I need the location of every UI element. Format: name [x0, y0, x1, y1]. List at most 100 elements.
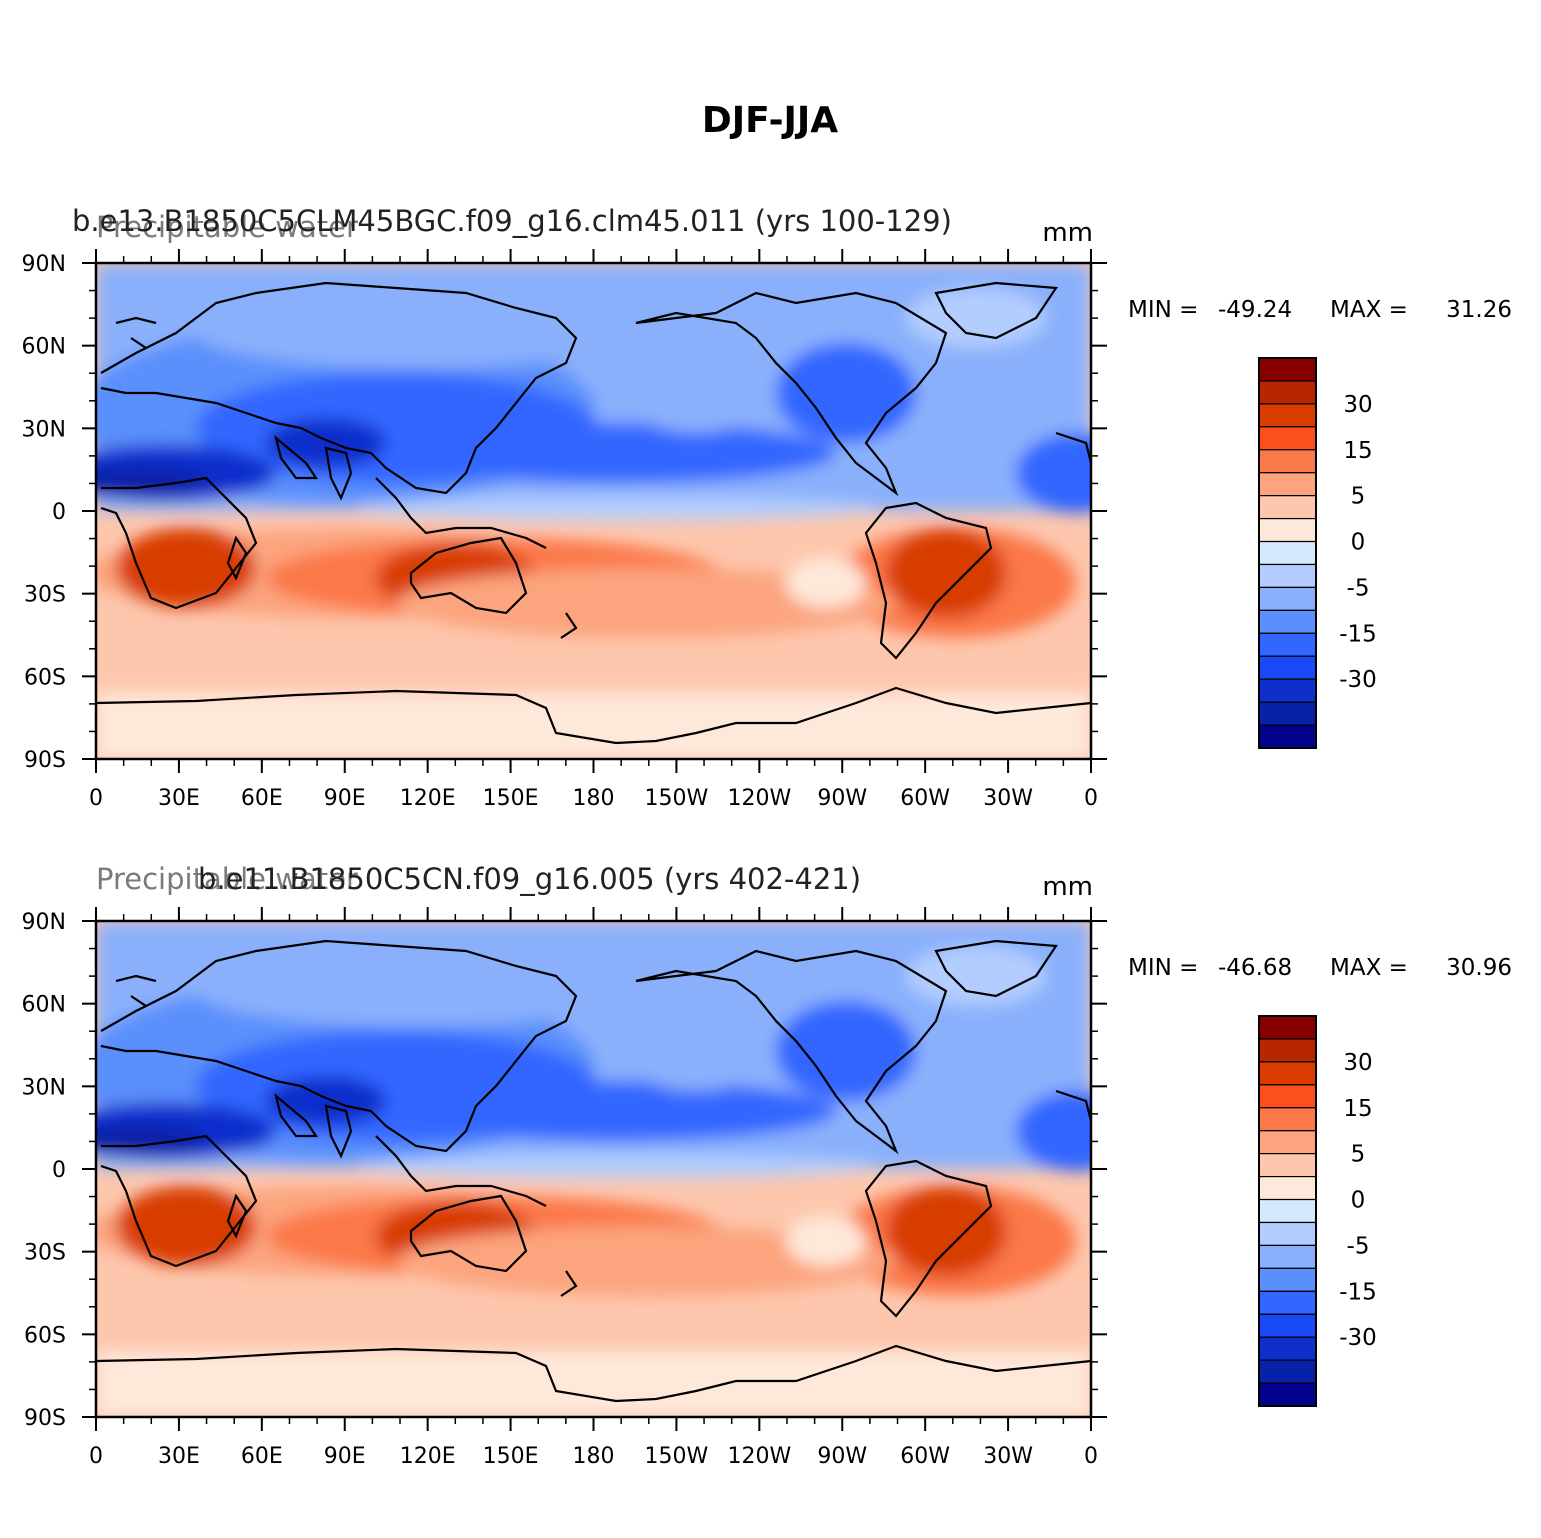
colorbar-label: -5 [1347, 575, 1370, 601]
x-tick-label: 30E [158, 786, 200, 811]
x-tick-label: 60W [900, 1444, 950, 1469]
panel-2-case-title: b.e11.B1850C5CN.f09_g16.005 (yrs 402-421… [198, 862, 861, 896]
x-tick-label: 120E [400, 786, 456, 811]
colorbar-swatch [1258, 678, 1317, 703]
colorbar-swatch [1258, 1290, 1317, 1315]
x-tick-label: 0 [1084, 1444, 1098, 1469]
colorbar-swatch [1258, 1313, 1317, 1338]
colorbar-label: 5 [1351, 1142, 1366, 1168]
colorbar-swatch [1258, 1336, 1317, 1361]
panel-2-max-value: 30.96 [1446, 955, 1512, 981]
x-tick-label: 150W [645, 786, 709, 811]
colorbar-swatch [1258, 1244, 1317, 1269]
panel-2-stats: MIN = -46.68 MAX = 30.96 [1128, 955, 1512, 981]
x-tick-label: 180 [573, 1444, 615, 1469]
panel-2-y-ticks: 90N 60N 30N 0 30S 60S 90S [22, 910, 1107, 1431]
colorbar-swatch [1258, 1107, 1317, 1132]
x-tick-label: 150W [645, 1444, 709, 1469]
colorbar-swatch [1258, 1198, 1317, 1224]
colorbar-swatch [1258, 1153, 1317, 1178]
panel-1-min-label: MIN = [1128, 297, 1198, 323]
colorbar-label: -30 [1339, 667, 1377, 693]
panel-1-y-ticks: 90N 60N 30N 0 30S 60S 90S [22, 252, 1107, 773]
y-tick-label: 90N [22, 910, 66, 935]
colorbar-swatch [1258, 1267, 1317, 1292]
colorbar-swatch [1258, 1130, 1317, 1155]
colorbar-swatch [1258, 403, 1317, 428]
panel-1-colorbar: 30 15 5 0 -5 -15 -30 [1258, 357, 1377, 749]
panel-1-case-title: b.e13.B1850C5CLM45BGC.f09_g16.clm45.011 … [72, 204, 952, 238]
panel-1-min-value: -49.24 [1218, 297, 1292, 323]
colorbar-label: 5 [1351, 484, 1366, 510]
colorbar-swatch [1258, 540, 1317, 566]
colorbar-swatch [1258, 1359, 1317, 1384]
colorbar-label: 15 [1343, 438, 1372, 464]
panel-1-map [56, 263, 1136, 759]
panel-2-min-label: MIN = [1128, 955, 1198, 981]
colorbar-swatch [1258, 724, 1317, 749]
y-tick-label: 0 [52, 500, 66, 525]
colorbar-swatch [1258, 380, 1317, 405]
panel-2-units-label: mm [1042, 872, 1093, 902]
y-tick-label: 90N [22, 252, 66, 277]
colorbar-swatch [1258, 701, 1317, 726]
panel-1-stats: MIN = -49.24 MAX = 31.26 [1128, 297, 1512, 323]
y-tick-label: 60N [22, 335, 66, 360]
x-tick-label: 0 [89, 786, 103, 811]
colorbar-label: -15 [1339, 621, 1377, 647]
y-tick-label: 30S [24, 1241, 66, 1266]
panel-1-max-label: MAX = [1330, 297, 1408, 323]
panel-2: b.e11.B1850C5CN.f09_g16.005 (yrs 402-421… [22, 862, 1107, 1469]
panel-2-variable-label: Precipitable water [96, 862, 358, 896]
colorbar-swatch [1258, 449, 1317, 474]
panel-1-units-label: mm [1042, 218, 1093, 248]
panel-2-colorbar: 30 15 5 0 -5 -15 -30 [1258, 1015, 1377, 1407]
x-tick-label: 60W [900, 786, 950, 811]
x-tick-label: 90E [324, 1444, 366, 1469]
y-tick-label: 30N [22, 417, 66, 442]
colorbar-swatch [1258, 426, 1317, 451]
colorbar-swatch [1258, 1221, 1317, 1247]
colorbar-label: 0 [1351, 530, 1366, 556]
colorbar-swatch [1258, 1175, 1317, 1201]
colorbar-swatch [1258, 655, 1317, 680]
colorbar-frame [1258, 1015, 1317, 1407]
panel-1-max-value: 31.26 [1446, 297, 1512, 323]
y-tick-label: 60N [22, 993, 66, 1018]
colorbar-swatch [1258, 495, 1317, 520]
figure-title: DJF-JJA [702, 100, 838, 141]
colorbar-swatch [1258, 563, 1317, 589]
x-tick-label: 120W [727, 1444, 791, 1469]
colorbar-frame [1258, 357, 1317, 749]
colorbar-label: -15 [1339, 1279, 1377, 1305]
panel-1-variable-label: Precipitable water [96, 210, 358, 244]
colorbar-swatch [1258, 1061, 1317, 1086]
x-tick-label: 180 [573, 786, 615, 811]
x-tick-label: 30E [158, 1444, 200, 1469]
y-tick-label: 30S [24, 583, 66, 608]
y-tick-label: 30N [22, 1075, 66, 1100]
x-tick-label: 90E [324, 786, 366, 811]
colorbar-label: 0 [1351, 1188, 1366, 1214]
colorbar-label: 30 [1343, 1050, 1372, 1076]
x-tick-label: 90W [817, 1444, 867, 1469]
x-tick-label: 120E [400, 1444, 456, 1469]
colorbar-swatch [1258, 632, 1317, 657]
y-tick-label: 90S [24, 1406, 66, 1431]
x-tick-label: 30W [983, 1444, 1033, 1469]
x-tick-label: 120W [727, 786, 791, 811]
x-tick-label: 0 [89, 1444, 103, 1469]
x-tick-label: 60E [241, 786, 283, 811]
y-tick-label: 60S [24, 1323, 66, 1348]
colorbar-swatch [1258, 1038, 1317, 1063]
colorbar-swatch [1258, 1382, 1317, 1407]
colorbar-label: 15 [1343, 1096, 1372, 1122]
y-tick-label: 60S [24, 665, 66, 690]
x-tick-label: 30W [983, 786, 1033, 811]
x-tick-label: 150E [483, 1444, 539, 1469]
colorbar-swatch [1258, 609, 1317, 634]
x-tick-label: 90W [817, 786, 867, 811]
panel-1: b.e13.B1850C5CLM45BGC.f09_g16.clm45.011 … [22, 204, 1136, 811]
panel-2-min-value: -46.68 [1218, 955, 1292, 981]
